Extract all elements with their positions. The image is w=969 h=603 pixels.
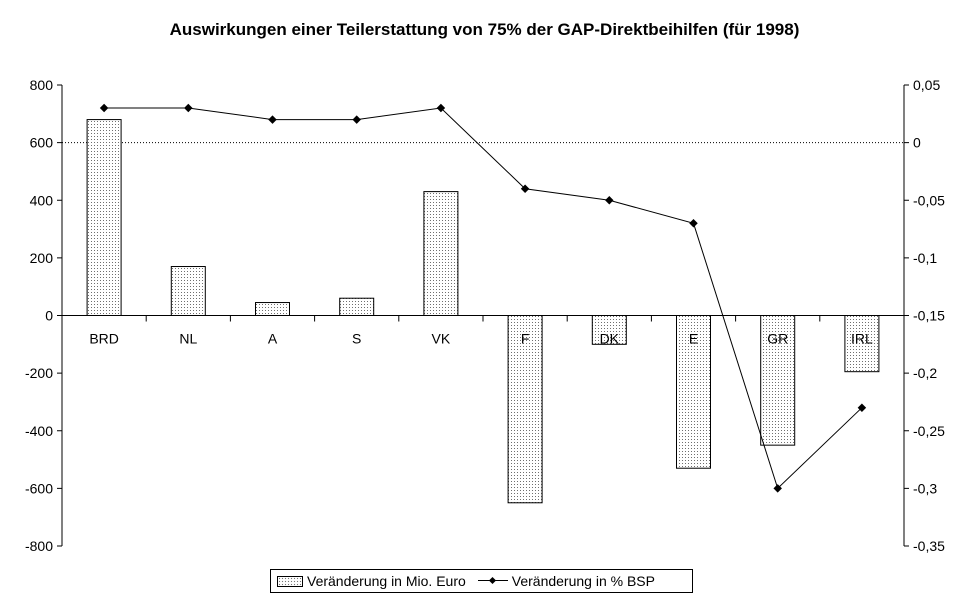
bar [507,315,543,504]
bar [86,119,122,316]
y-right-tick-label: -0,35 [913,538,945,554]
category-label: F [521,331,530,347]
chart-title: Auswirkungen einer Teilerstattung von 75… [169,20,800,39]
line-point [184,103,193,113]
category-label: VK [432,331,451,347]
y-left-tick-label: -400 [25,423,53,439]
y-left-tick-label: 0 [45,308,53,324]
y-right-tick-label: -0,2 [913,365,937,381]
line-point [352,115,361,124]
y-left-tick-label: 200 [30,250,54,266]
bar [760,315,796,446]
category-label: IRL [851,331,873,347]
category-label: GR [767,331,788,347]
line-point [857,403,867,412]
legend-label-bars: Veränderung in Mio. Euro [307,573,466,589]
y-left-tick-label: 400 [30,192,54,208]
bar [170,266,206,316]
category-label: E [689,331,698,347]
bar-swatch-icon [277,575,303,587]
category-label: A [268,331,278,347]
category-label: NL [179,331,197,347]
y-left-tick-label: -200 [25,365,53,381]
category-label: BRD [89,331,119,347]
line-series [104,107,863,490]
bar [676,315,711,469]
bar [339,297,375,316]
category-label: DK [600,331,620,347]
bar [255,302,290,316]
line-marker-icon [477,576,508,586]
y-right-tick-label: -0,15 [913,308,945,324]
y-right-tick-label: -0,3 [913,480,937,496]
y-left-tick-label: 600 [30,135,54,151]
line-point [689,219,698,228]
y-left-tick-label: -800 [25,538,53,554]
legend-item-line: Veränderung in % BSP [472,573,655,589]
y-right-tick-label: -0,05 [913,192,945,208]
y-right-tick-label: -0,25 [913,423,945,439]
line-point [436,103,446,113]
line-point [605,196,614,205]
y-right-tick-label: 0,05 [913,77,940,93]
line-point [99,103,109,113]
line-point [268,115,277,124]
y-left-tick-label: -600 [25,480,53,496]
legend-label-line: Veränderung in % BSP [511,573,655,589]
chart-legend: Veränderung in Mio. Euro Veränderung in … [270,569,693,593]
bar [423,191,459,316]
line-point [773,484,782,493]
y-left-tick-label: 800 [30,77,54,93]
category-label: S [352,331,361,347]
y-right-tick-label: 0 [913,135,921,151]
legend-item-bars: Veränderung in Mio. Euro [277,573,466,589]
y-right-tick-label: -0,1 [913,250,937,266]
